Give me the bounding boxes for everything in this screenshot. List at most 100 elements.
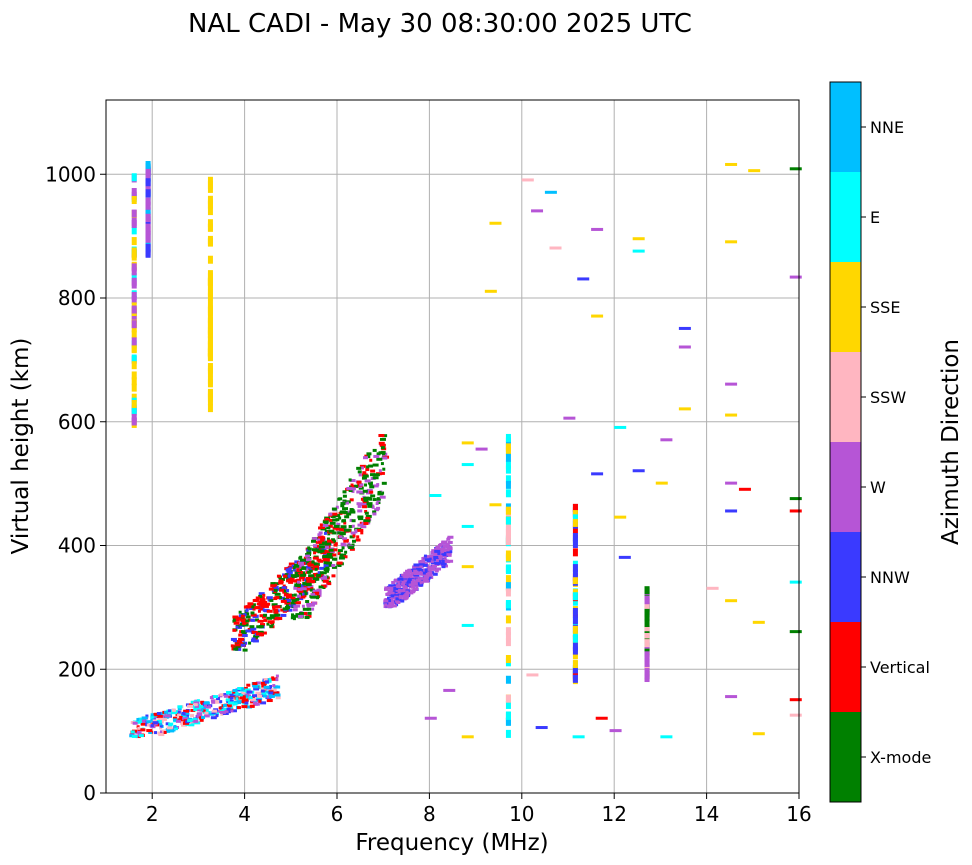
echo-mark — [341, 546, 345, 550]
echo-mark — [423, 578, 429, 582]
echo-mark — [248, 641, 252, 645]
echo-mark — [131, 267, 137, 276]
echo-mark — [129, 734, 134, 738]
echo-mark — [369, 485, 375, 489]
echo-mark — [135, 735, 141, 739]
echo-mark — [299, 564, 305, 568]
echo-mark — [258, 594, 263, 598]
echo-mark — [356, 502, 360, 506]
echo-mark — [438, 560, 442, 564]
echo-mark — [354, 530, 358, 534]
echo-mark — [505, 588, 511, 597]
echo-mark — [269, 621, 273, 625]
echo-mark — [177, 705, 183, 709]
echo-mark — [461, 441, 474, 445]
echo-mark — [145, 206, 151, 215]
echo-mark — [438, 550, 444, 554]
echo-mark — [274, 596, 280, 600]
echo-mark — [360, 525, 367, 529]
colorbar-frame — [829, 81, 862, 803]
echo-mark — [420, 568, 424, 572]
echo-mark — [302, 592, 307, 596]
echo-mark — [194, 721, 201, 725]
echo-mark — [137, 726, 141, 730]
x-tick-label: 6 — [331, 802, 344, 826]
echo-mark — [215, 714, 219, 718]
echo-mark — [135, 720, 141, 724]
echo-mark — [201, 709, 206, 713]
echo-mark — [313, 562, 318, 566]
echo-mark — [396, 585, 402, 589]
chart-title: NAL CADI - May 30 08:30:00 2025 UTC — [188, 9, 692, 39]
echo-mark — [227, 704, 232, 708]
echo-mark — [266, 699, 273, 703]
echo-mark — [319, 571, 323, 575]
echo-mark — [505, 575, 511, 584]
echo-mark — [196, 713, 200, 717]
echo-mark — [230, 709, 234, 713]
echo-mark — [349, 485, 353, 489]
echo-mark — [210, 716, 217, 720]
echo-mark — [177, 707, 182, 711]
echo-mark — [326, 526, 331, 530]
x-tick-label: 10 — [509, 802, 534, 826]
echo-mark — [130, 730, 135, 734]
echo-mark — [299, 592, 303, 596]
echo-mark — [272, 607, 276, 611]
echo-mark — [249, 697, 256, 701]
echo-mark — [324, 558, 330, 562]
echo-mark — [401, 573, 408, 577]
echo-mark — [294, 563, 301, 567]
echo-mark — [316, 588, 320, 592]
echo-mark — [399, 599, 405, 603]
echo-mark — [304, 616, 310, 620]
echo-mark — [207, 320, 213, 329]
echo-mark — [302, 607, 309, 611]
echo-mark — [572, 510, 578, 519]
echo-mark — [203, 701, 210, 705]
echo-mark — [241, 633, 248, 637]
echo-mark — [333, 512, 338, 516]
echo-mark — [193, 703, 198, 707]
echo-mark — [270, 584, 277, 588]
echo-mark — [207, 404, 213, 413]
echo-mark — [207, 280, 213, 289]
echo-mark — [505, 632, 511, 641]
echo-mark — [293, 605, 298, 609]
echo-mark — [489, 221, 502, 225]
echo-mark — [505, 711, 511, 720]
plot-area: 2 4 6 8 10 12 14 16 0 200 400 600 800 1000 — [45, 99, 812, 826]
echo-mark — [279, 588, 286, 592]
echo-mark — [266, 616, 273, 620]
echo-mark — [380, 462, 384, 466]
echo-mark — [274, 592, 281, 596]
echo-mark — [328, 548, 334, 552]
echo-mark — [131, 247, 137, 256]
echo-mark — [235, 616, 242, 620]
echo-mark — [317, 547, 321, 551]
echo-mark — [261, 631, 267, 635]
echo-mark — [379, 443, 386, 447]
echo-mark — [274, 693, 281, 697]
echo-mark — [356, 490, 362, 494]
echo-mark — [151, 717, 156, 721]
echo-mark — [266, 678, 272, 682]
echo-mark — [159, 722, 163, 726]
echo-mark — [363, 456, 369, 460]
echo-mark — [400, 592, 406, 596]
echo-mark — [230, 644, 234, 648]
y-tick-label: 400 — [58, 534, 96, 558]
echo-mark — [388, 599, 392, 603]
echo-mark — [304, 553, 311, 557]
echo-mark — [317, 536, 323, 540]
echo-mark — [342, 531, 346, 535]
echo-mark — [131, 361, 137, 370]
echo-mark — [305, 558, 311, 562]
echo-mark — [359, 464, 366, 468]
echo-mark — [296, 568, 300, 572]
echo-mark — [309, 578, 313, 582]
echo-mark — [437, 567, 442, 571]
echo-mark — [308, 560, 312, 564]
echo-mark — [177, 713, 182, 717]
echo-mark — [238, 614, 242, 618]
